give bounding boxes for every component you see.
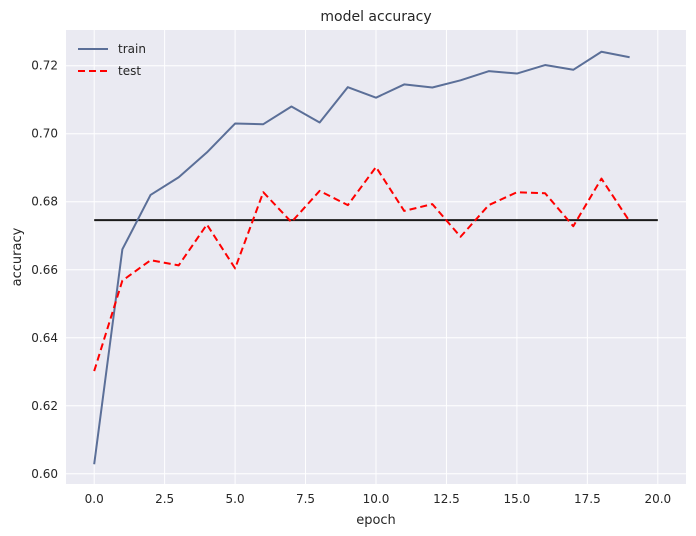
x-tick-label: 15.0 [504, 492, 531, 506]
x-tick-label: 0.0 [85, 492, 104, 506]
y-tick-label: 0.70 [31, 127, 58, 141]
x-tick-label: 17.5 [574, 492, 601, 506]
y-tick-label: 0.60 [31, 467, 58, 481]
x-tick-label: 7.5 [296, 492, 315, 506]
legend-label-train: train [118, 42, 146, 56]
x-tick-label: 10.0 [363, 492, 390, 506]
series-line-test [93, 166, 631, 372]
x-axis-label: epoch [356, 513, 396, 528]
x-tick-label: 5.0 [226, 492, 245, 506]
series-line-train [93, 50, 630, 465]
y-tick-label: 0.72 [31, 59, 58, 73]
y-axis-label: accuracy [10, 227, 25, 286]
series-layer [93, 50, 658, 465]
x-tick-label: 12.5 [433, 492, 460, 506]
legend: train test [78, 42, 146, 78]
grid [66, 30, 686, 484]
chart-title: model accuracy [320, 9, 431, 25]
y-tick-label: 0.68 [31, 195, 58, 209]
legend-label-test: test [118, 64, 141, 78]
x-tick-label: 20.0 [644, 492, 671, 506]
x-tick-label: 2.5 [155, 492, 174, 506]
tick-labels: 0.0 2.5 5.0 7.5 10.0 12.5 15.0 17.5 20.0 0.60 0.62… [31, 59, 671, 506]
y-tick-label: 0.64 [31, 331, 58, 345]
y-tick-label: 0.66 [31, 263, 58, 277]
y-tick-label: 0.62 [31, 399, 58, 413]
